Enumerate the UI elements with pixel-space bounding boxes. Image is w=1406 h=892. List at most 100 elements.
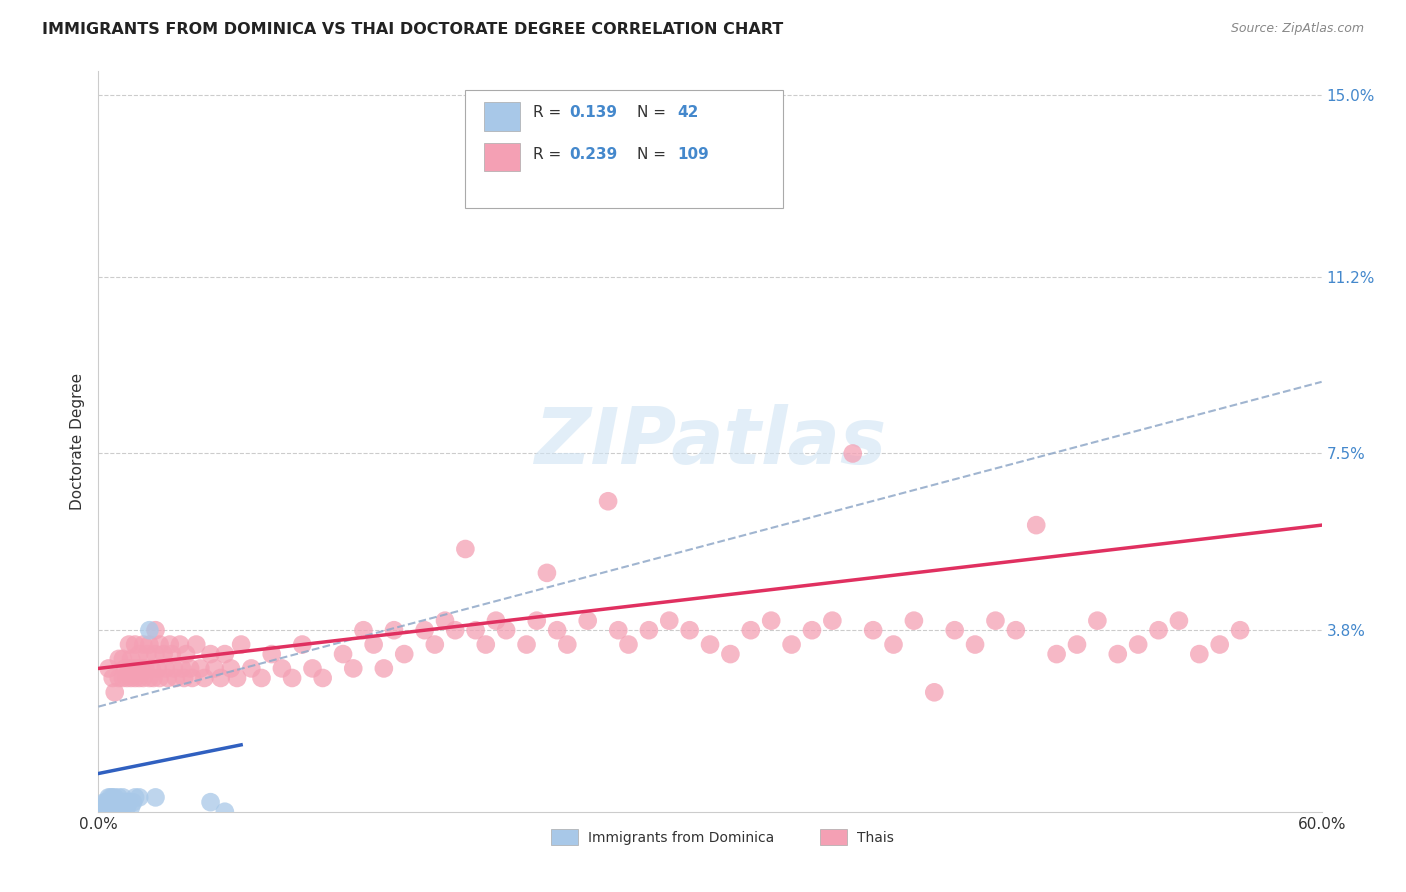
Point xyxy=(188,661,212,675)
Point xyxy=(516,638,538,652)
Point xyxy=(332,647,354,661)
Point xyxy=(231,638,253,652)
Point xyxy=(128,647,150,661)
Point xyxy=(801,624,824,638)
Point xyxy=(101,800,124,814)
Point xyxy=(138,671,160,685)
Point xyxy=(270,661,294,675)
Point xyxy=(145,624,167,638)
Point xyxy=(576,614,599,628)
Text: 42: 42 xyxy=(678,104,699,120)
Point xyxy=(120,800,142,814)
Point xyxy=(100,805,122,819)
Point xyxy=(281,671,304,685)
Point xyxy=(111,671,134,685)
Point xyxy=(136,647,159,661)
Point xyxy=(174,647,197,661)
Text: N =: N = xyxy=(637,147,665,161)
Point xyxy=(104,790,127,805)
Point xyxy=(965,638,987,652)
Point xyxy=(149,671,172,685)
Point xyxy=(841,446,863,460)
Point xyxy=(943,624,966,638)
Point xyxy=(141,661,163,675)
Bar xyxy=(484,103,520,130)
Point xyxy=(160,647,183,661)
Point xyxy=(454,541,477,556)
Point xyxy=(97,795,120,809)
Point xyxy=(821,614,844,628)
Point xyxy=(138,624,160,638)
Point xyxy=(209,671,232,685)
Point xyxy=(118,795,141,809)
Point xyxy=(474,638,498,652)
Point xyxy=(122,661,145,675)
Point xyxy=(200,647,222,661)
Point xyxy=(984,614,1007,628)
Bar xyxy=(484,144,520,171)
Point xyxy=(312,671,335,685)
Point xyxy=(104,800,127,814)
Point xyxy=(104,685,127,699)
Point xyxy=(598,494,620,508)
Point xyxy=(607,624,630,638)
Point xyxy=(142,671,165,685)
Point xyxy=(111,652,134,666)
Point xyxy=(526,614,548,628)
Point xyxy=(617,638,640,652)
Text: 0.239: 0.239 xyxy=(569,147,617,161)
Point xyxy=(1167,614,1189,628)
Point xyxy=(1045,647,1069,661)
Point xyxy=(903,614,925,628)
Point xyxy=(181,671,204,685)
Point xyxy=(108,652,131,666)
Point xyxy=(1107,647,1129,661)
Point xyxy=(557,638,579,652)
Point xyxy=(485,614,508,628)
Text: Source: ZipAtlas.com: Source: ZipAtlas.com xyxy=(1230,22,1364,36)
Point xyxy=(100,790,122,805)
Point xyxy=(761,614,783,628)
Point xyxy=(146,661,169,675)
Point xyxy=(250,671,273,685)
Text: N =: N = xyxy=(637,104,665,120)
Point xyxy=(883,638,905,652)
Point xyxy=(93,800,115,814)
Point xyxy=(105,800,128,814)
Y-axis label: Doctorate Degree: Doctorate Degree xyxy=(69,373,84,510)
Bar xyxy=(551,829,578,845)
Point xyxy=(91,805,114,819)
Point xyxy=(291,638,314,652)
Point xyxy=(204,661,226,675)
Point xyxy=(105,795,128,809)
Point xyxy=(128,790,150,805)
Point xyxy=(219,661,242,675)
Text: ZIPatlas: ZIPatlas xyxy=(534,403,886,480)
Point xyxy=(96,795,118,809)
Point xyxy=(101,805,124,819)
Point xyxy=(193,671,215,685)
Point xyxy=(97,790,120,805)
Point xyxy=(159,638,181,652)
Point xyxy=(118,638,141,652)
Point xyxy=(120,652,142,666)
Point xyxy=(129,661,152,675)
Point xyxy=(301,661,323,675)
Text: Thais: Thais xyxy=(856,830,894,845)
Point xyxy=(1025,518,1047,533)
Point xyxy=(240,661,263,675)
Point xyxy=(862,624,884,638)
Point xyxy=(124,638,146,652)
Point xyxy=(373,661,395,675)
Point xyxy=(163,661,186,675)
Point xyxy=(114,661,136,675)
Point xyxy=(115,671,138,685)
Text: 0.139: 0.139 xyxy=(569,104,617,120)
Point xyxy=(382,624,405,638)
Point xyxy=(260,647,283,661)
Point xyxy=(156,671,179,685)
Point xyxy=(149,638,172,652)
Point xyxy=(128,671,150,685)
Point xyxy=(134,661,156,675)
Text: 109: 109 xyxy=(678,147,709,161)
